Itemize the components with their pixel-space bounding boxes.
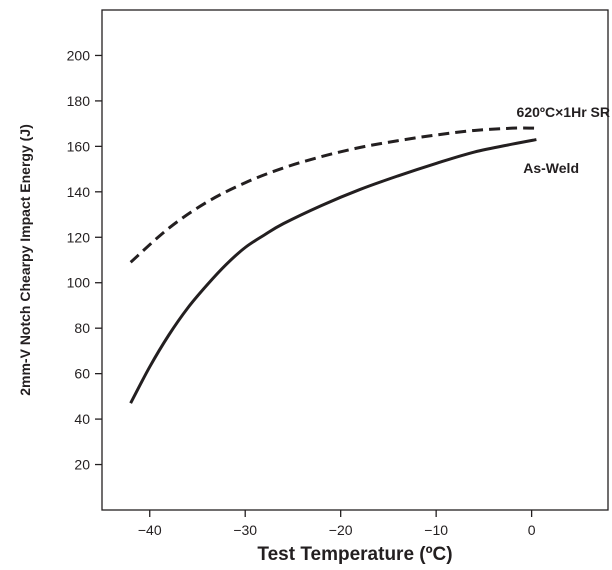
y-tick-label: 60 [74, 366, 90, 382]
x-tick-label: −20 [329, 522, 353, 538]
series-line-as-weld [129, 138, 537, 404]
y-tick-label: 200 [67, 47, 91, 63]
y-tick-label: 40 [74, 411, 90, 427]
y-axis-ticks: 20 40 60 80 100 120 140 160 180 200 [67, 47, 102, 473]
x-tick-label: −30 [233, 522, 257, 538]
x-axis-ticks: −40 −30 −20 −10 0 [138, 510, 536, 538]
x-axis-title: Test Temperature (ºC) [257, 544, 452, 565]
series-label-sr: 620ºC×1Hr SR [517, 104, 610, 120]
y-tick-label: 120 [67, 229, 91, 245]
y-tick-label: 140 [67, 184, 91, 200]
plot-frame [101, 9, 609, 511]
y-tick-label: 20 [74, 457, 90, 473]
y-tick-label: 160 [67, 138, 91, 154]
x-tick-label: −10 [424, 522, 448, 538]
y-axis-title: 2mm-V Notch Chearpy Impact Energy (J) [17, 124, 33, 396]
y-tick-label: 180 [67, 93, 91, 109]
y-tick-label: 100 [67, 275, 91, 291]
x-tick-label: −40 [138, 522, 162, 538]
series-label-as-weld: As-Weld [523, 160, 579, 176]
x-tick-label: 0 [528, 522, 536, 538]
y-tick-label: 80 [74, 320, 90, 336]
series-layer [129, 126, 537, 404]
series-line-sr-dashed [129, 126, 537, 264]
